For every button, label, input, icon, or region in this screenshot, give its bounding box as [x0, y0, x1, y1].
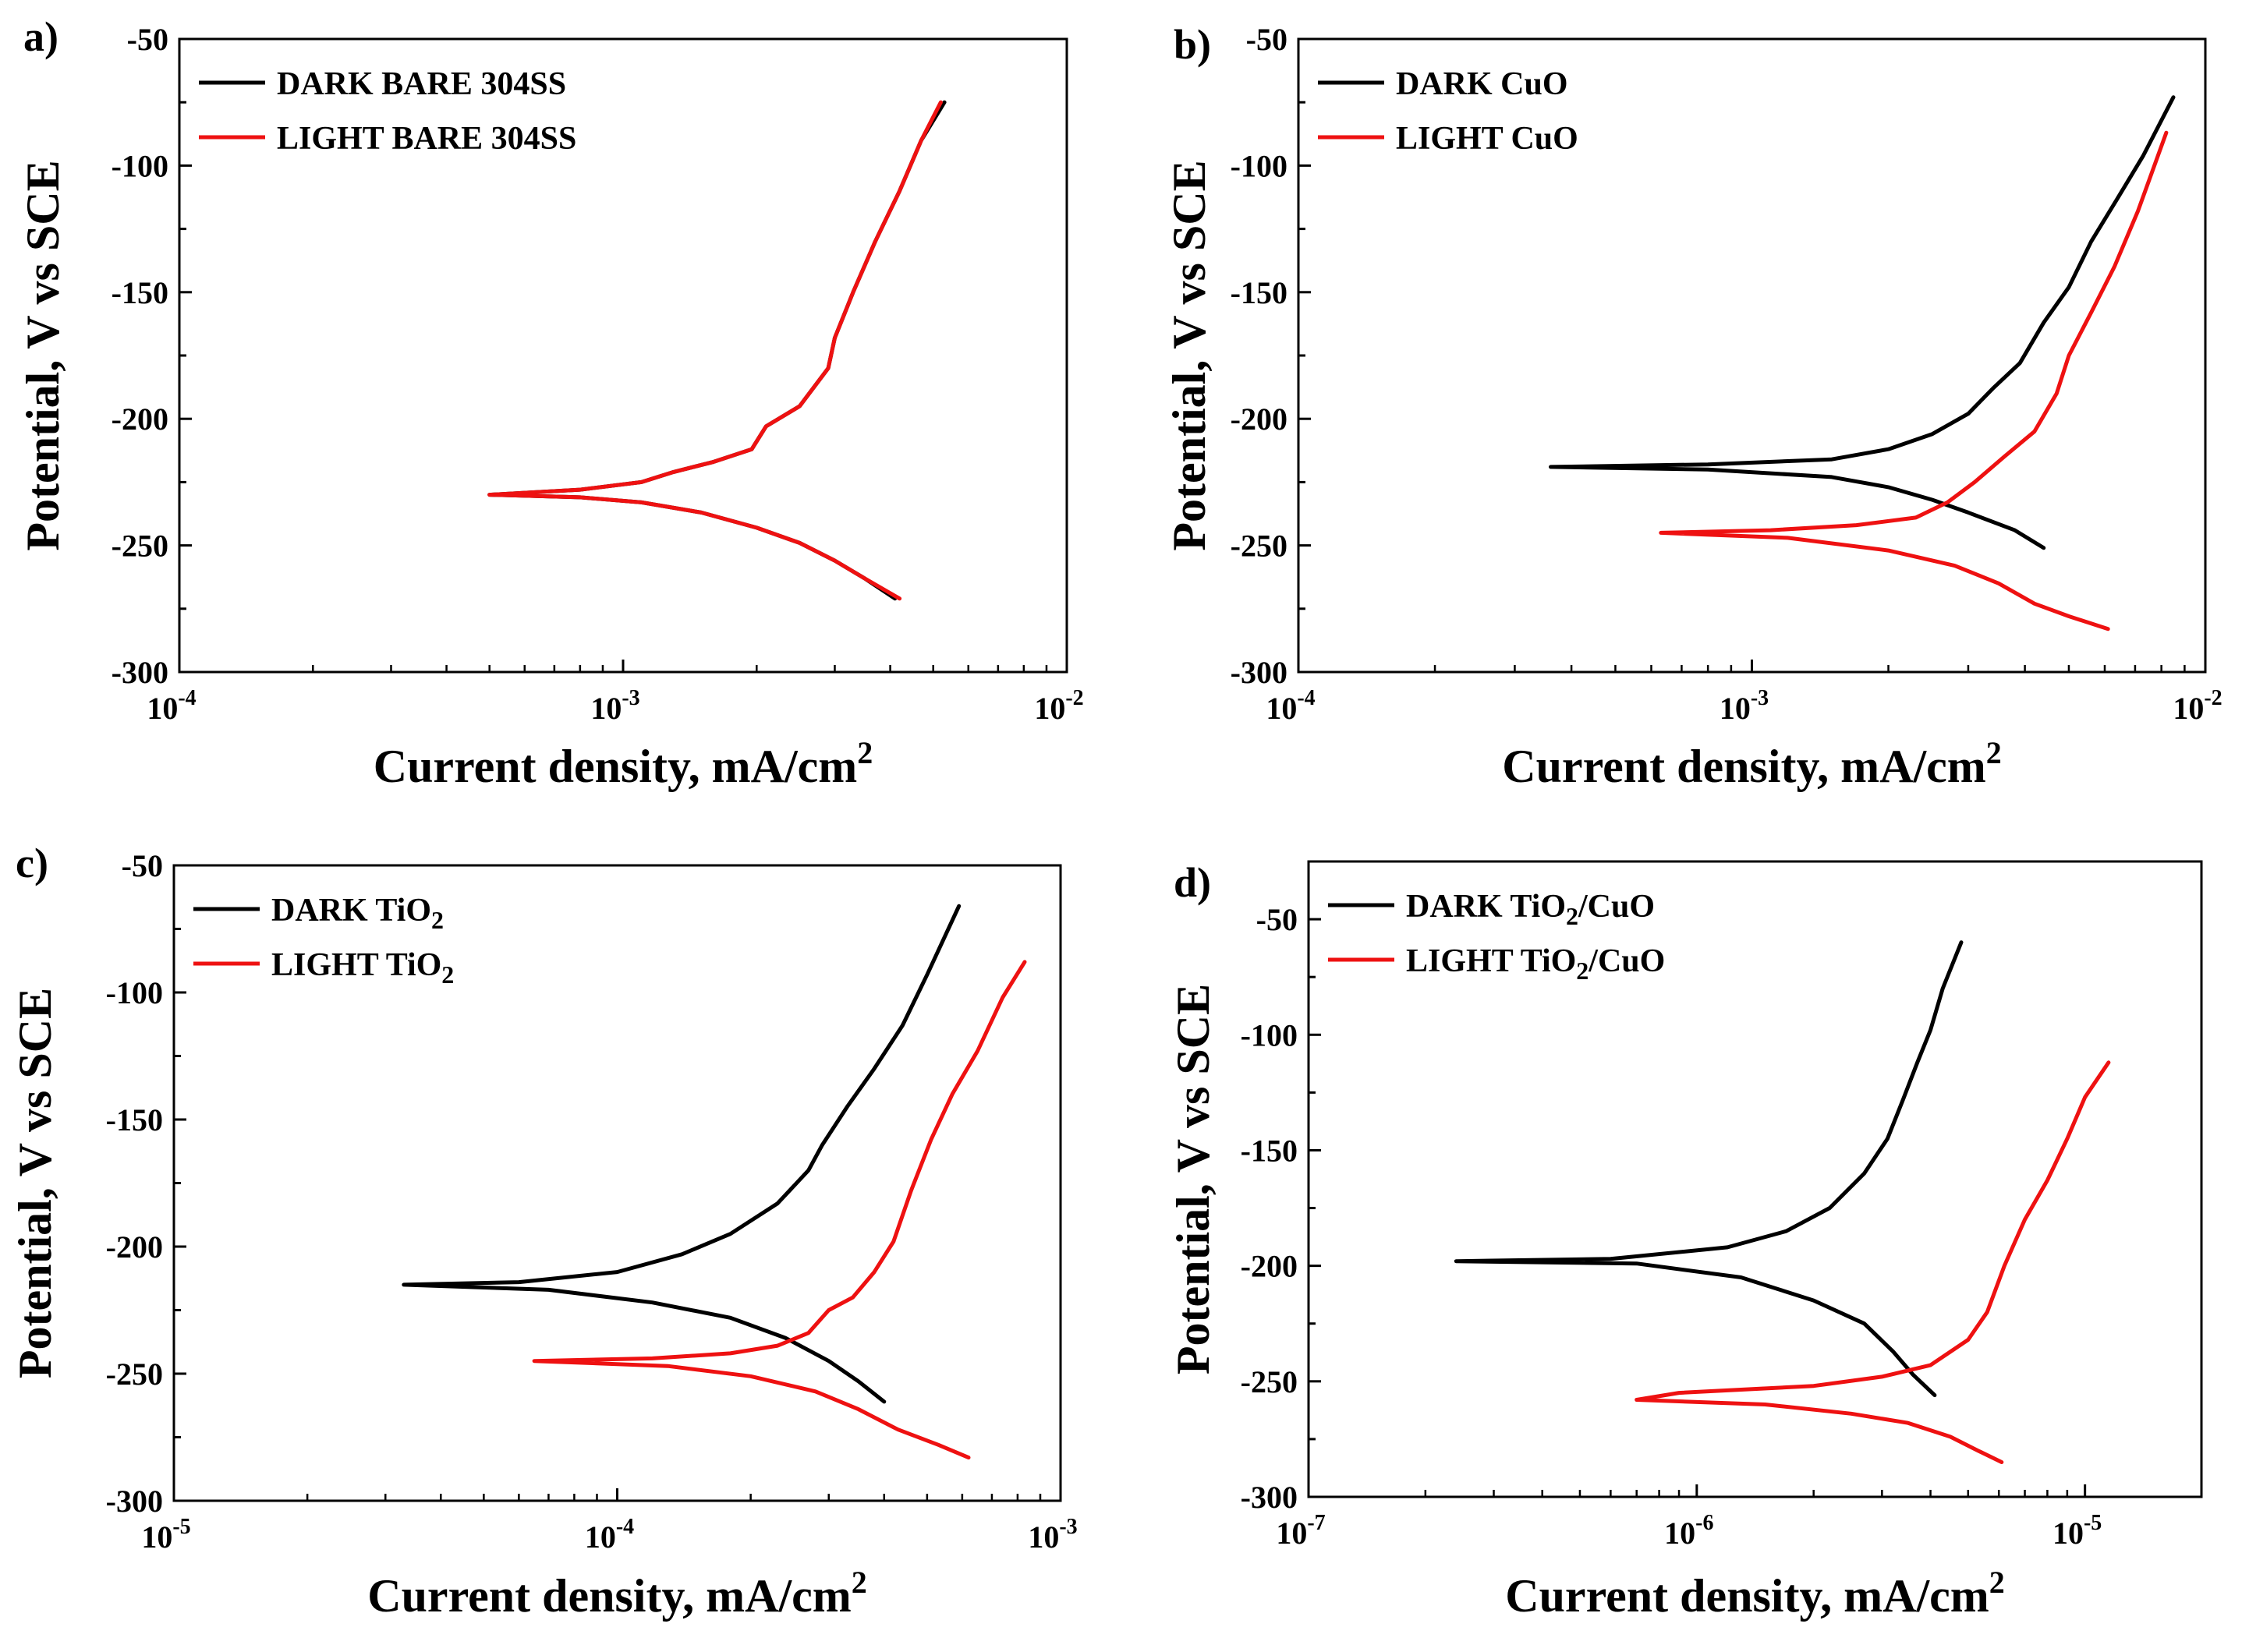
y-tick-label: -150 — [1231, 275, 1287, 310]
legend-label: LIGHT TiO2/CuO — [1406, 943, 1665, 985]
y-tick-label: -50 — [122, 848, 163, 883]
light-polarization-curve — [532, 960, 1027, 1460]
y-tick-label: -50 — [127, 22, 168, 57]
light-polarization-curve — [1635, 1060, 2111, 1464]
light-polarization-curve — [1659, 130, 2169, 631]
y-tick-label: -200 — [1241, 1249, 1298, 1284]
y-tick-label: -250 — [106, 1357, 163, 1392]
plot-frame — [1307, 860, 2203, 1498]
y-tick-label: -300 — [1241, 1480, 1298, 1515]
y-tick-label: -200 — [106, 1229, 163, 1265]
y-tick-label: -50 — [1256, 902, 1298, 937]
dark-polarization-curve — [402, 904, 962, 1404]
panel-label: c) — [16, 840, 48, 886]
y-tick-label: -250 — [1231, 529, 1287, 564]
y-axis-label: Potential, V vs SCE — [9, 988, 61, 1378]
light-polarization-curve — [487, 100, 943, 601]
dark-polarization-curve — [1454, 940, 1964, 1398]
x-tick-label: 10-2 — [1034, 686, 1083, 726]
y-tick-label: -300 — [112, 655, 168, 690]
y-tick-label: -200 — [112, 402, 168, 437]
legend-label: LIGHT TiO2 — [271, 947, 454, 989]
panel-label: a) — [23, 13, 58, 60]
y-tick-label: -200 — [1231, 402, 1287, 437]
y-axis-label: Potential, V vs SCE — [1164, 160, 1215, 550]
x-tick-label: 10-4 — [1266, 686, 1315, 726]
x-tick-label: 10-4 — [147, 686, 196, 726]
x-tick-label: 10-4 — [585, 1515, 634, 1555]
y-tick-label: -150 — [106, 1102, 163, 1137]
y-axis-label: Potential, V vs SCE — [1167, 984, 1219, 1374]
x-tick-label: 10-7 — [1276, 1511, 1325, 1551]
x-tick-label: 10-5 — [2053, 1511, 2102, 1551]
legend-label: DARK TiO2 — [271, 893, 444, 934]
y-tick-label: -150 — [1241, 1133, 1298, 1168]
dark-polarization-curve — [1549, 95, 2176, 550]
y-tick-label: -100 — [1241, 1017, 1298, 1052]
legend-label: LIGHT CuO — [1396, 121, 1578, 157]
y-tick-label: -250 — [1241, 1364, 1298, 1399]
x-axis-label: Current density, mA/cm2 — [1502, 735, 2002, 792]
legend-label: DARK CuO — [1396, 66, 1568, 102]
x-axis-label: Current density, mA/cm2 — [367, 1565, 867, 1622]
x-axis-label: Current density, mA/cm2 — [1505, 1565, 2005, 1622]
panel-label: d) — [1174, 859, 1211, 906]
y-tick-label: -100 — [112, 148, 168, 183]
y-axis-label: Potential, V vs SCE — [17, 160, 69, 550]
x-tick-label: 10-2 — [2173, 686, 2222, 726]
y-tick-label: -300 — [1231, 655, 1287, 690]
x-tick-label: 10-3 — [1028, 1515, 1077, 1555]
x-tick-label: 10-3 — [1720, 686, 1769, 726]
x-axis-label: Current density, mA/cm2 — [374, 735, 873, 792]
y-tick-label: -300 — [106, 1484, 163, 1519]
dark-polarization-curve — [487, 100, 947, 601]
y-tick-label: -100 — [106, 975, 163, 1010]
legend-label: DARK BARE 304SS — [277, 66, 566, 102]
legend-label: LIGHT BARE 304SS — [277, 121, 576, 157]
panel-label: b) — [1174, 21, 1211, 68]
y-tick-label: -250 — [112, 529, 168, 564]
x-tick-label: 10-5 — [141, 1515, 190, 1555]
x-tick-label: 10-3 — [590, 686, 639, 726]
legend-label: DARK TiO2/CuO — [1406, 889, 1655, 930]
y-tick-label: -50 — [1246, 22, 1287, 57]
y-tick-label: -150 — [112, 275, 168, 310]
x-tick-label: 10-6 — [1664, 1511, 1713, 1551]
y-tick-label: -100 — [1231, 148, 1287, 183]
